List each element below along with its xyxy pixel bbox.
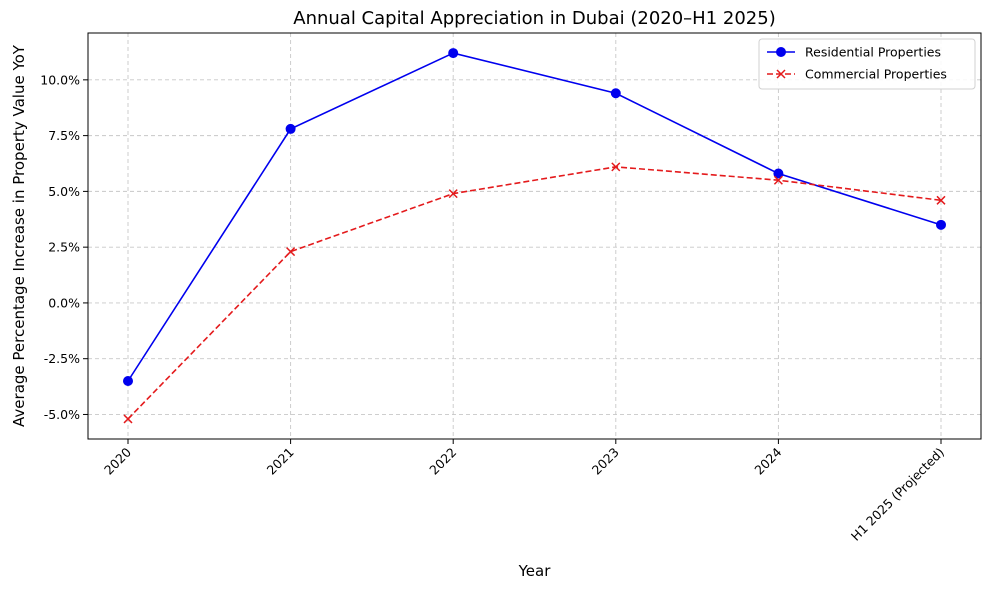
data-point-residential [448,48,459,59]
y-tick-label: -5.0% [44,407,80,422]
y-axis-title: Average Percentage Increase in Property … [10,44,28,427]
y-tick-label: -2.5% [44,351,80,366]
legend-item-commercial: Commercial Properties [767,67,947,82]
series-line-residential [127,52,942,382]
data-point-commercial [936,195,946,205]
chart-title: Annual Capital Appreciation in Dubai (20… [293,8,775,29]
data-point-commercial [773,175,783,185]
legend-item-residential: Residential Properties [767,45,941,60]
legend: Residential Properties Commercial Propert… [758,38,976,90]
x-axis-title: Year [518,562,552,580]
data-point-commercial [448,189,458,199]
legend-label: Residential Properties [805,45,941,60]
grid-lines [88,33,981,439]
series-line-commercial [127,166,942,420]
legend-label: Commercial Properties [805,67,947,82]
legend-marker [776,69,786,79]
y-tick-label: 0.0% [48,295,80,310]
series-residential [123,48,946,386]
legend-box [758,38,976,90]
data-point-residential [773,168,784,179]
y-tick-label: 10.0% [40,72,80,87]
y-tick-label: 5.0% [48,184,80,199]
y-tick-label: 7.5% [48,128,80,143]
data-point-residential [123,376,133,386]
legend-marker [776,47,786,57]
data-point-residential [610,88,621,99]
y-tick-label: 2.5% [48,240,80,255]
series-layer [123,48,946,424]
data-point-commercial [286,247,296,257]
data-point-commercial [611,162,621,172]
data-point-commercial [123,414,133,424]
plot-area-frame [87,32,982,440]
data-point-residential [285,123,296,134]
data-point-residential [936,219,946,230]
series-commercial [123,162,946,424]
